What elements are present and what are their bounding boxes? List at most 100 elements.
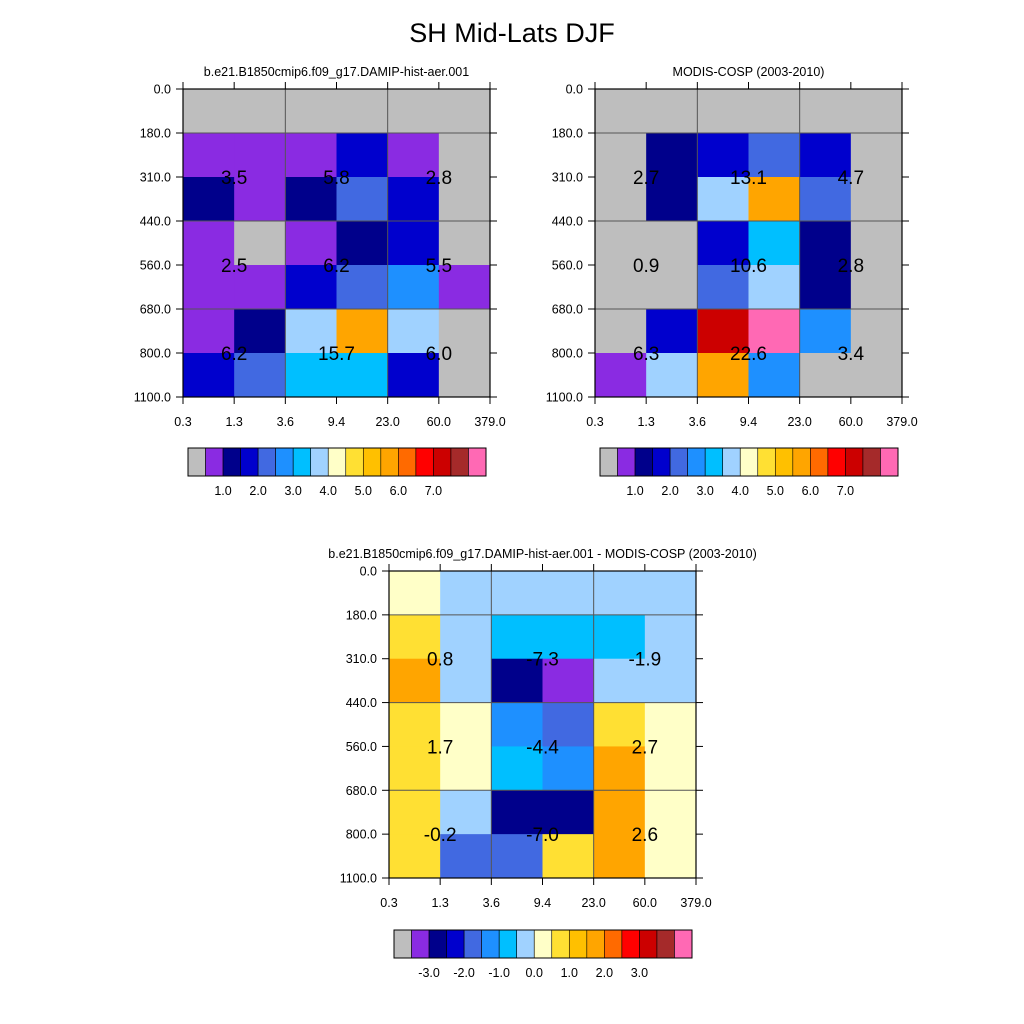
colorbar-swatch — [880, 447, 899, 477]
cell-value-label: -1.9 — [628, 650, 661, 671]
heatmap-cell — [438, 221, 491, 266]
heatmap-cell — [595, 89, 647, 134]
heatmap-cell — [799, 89, 852, 134]
heatmap-cell — [440, 790, 492, 835]
cell-value-label: 6.0 — [426, 344, 452, 365]
heatmap-cell — [389, 790, 441, 835]
heatmap-cell — [336, 309, 389, 354]
colorbar-label: 7.0 — [425, 484, 442, 498]
colorbar-label: 3.0 — [284, 484, 301, 498]
heatmap-cell — [389, 571, 441, 616]
heatmap-cell — [183, 89, 235, 134]
panel-title: b.e21.B1850cmip6.f09_g17.DAMIP-hist-aer.… — [328, 547, 756, 561]
colorbar-swatch — [652, 447, 671, 477]
heatmap-cell — [440, 834, 492, 879]
colorbar-swatch — [827, 447, 846, 477]
heatmap-cell — [850, 309, 903, 354]
heatmap-cell — [646, 265, 698, 310]
heatmap-cell — [646, 89, 698, 134]
y-tick-label: 440.0 — [140, 215, 171, 229]
y-tick-label: 680.0 — [140, 303, 171, 317]
x-tick-label: 0.3 — [380, 896, 397, 910]
cell-value-label: 2.7 — [632, 737, 658, 758]
y-tick-label: 0.0 — [566, 83, 583, 97]
heatmap-cell — [336, 133, 389, 178]
heatmap-cell — [387, 265, 440, 310]
colorbar-frame — [599, 447, 899, 477]
heatmap-cell — [234, 133, 286, 178]
x-tick-label: 1.3 — [431, 896, 448, 910]
colorbar-label: -1.0 — [488, 966, 510, 980]
y-tick-label: 1100.0 — [340, 872, 377, 886]
heatmap-cell — [542, 790, 595, 835]
colorbar-swatch — [722, 447, 741, 477]
heatmap-cell — [491, 614, 543, 660]
colorbar-swatch — [380, 447, 399, 477]
heatmap-cell — [748, 133, 801, 178]
heatmap-cell — [438, 89, 491, 134]
colorbar-label: 4.0 — [732, 484, 749, 498]
colorbar-swatch — [687, 447, 706, 477]
y-tick-label: 560.0 — [552, 259, 583, 273]
heatmap-cell — [438, 353, 491, 398]
heatmap-cell — [234, 177, 286, 222]
colorbar-label: 5.0 — [355, 484, 372, 498]
cell-value-label: 6.3 — [633, 344, 659, 365]
heatmap-panel-3: b.e21.B1850cmip6.f09_g17.DAMIP-hist-aer.… — [328, 547, 756, 980]
colorbar-swatch — [205, 447, 224, 477]
heatmap-cell — [387, 353, 440, 398]
y-tick-label: 310.0 — [346, 652, 377, 666]
colorbar-label: -3.0 — [418, 966, 440, 980]
colorbar-swatch — [639, 929, 658, 959]
cell-value-label: 3.4 — [838, 344, 865, 365]
heatmap-cell — [336, 177, 389, 222]
heatmap-cell — [799, 265, 852, 310]
heatmap-cell — [491, 571, 543, 616]
heatmap-cell — [542, 702, 595, 747]
heatmap-cell — [850, 177, 903, 222]
cell-value-label: -0.2 — [424, 825, 457, 846]
colorbar-swatch — [656, 929, 675, 959]
y-tick-label: 680.0 — [552, 303, 583, 317]
heatmap-cell — [646, 177, 698, 222]
heatmap-cell — [748, 353, 801, 398]
heatmap-cell — [644, 702, 697, 747]
heatmap-cell — [387, 221, 440, 266]
heatmap-cell — [387, 89, 440, 134]
heatmap-cell — [850, 221, 903, 266]
colorbar-label: 3.0 — [696, 484, 713, 498]
x-tick-label: 379.0 — [474, 415, 505, 429]
x-tick-label: 1.3 — [225, 415, 242, 429]
colorbar-swatch — [634, 447, 653, 477]
heatmap-cell — [387, 309, 440, 354]
colorbar-swatch — [398, 447, 417, 477]
cell-value-label: -7.3 — [526, 650, 559, 671]
cell-value-label: 2.8 — [426, 168, 452, 189]
colorbar-swatch — [617, 447, 636, 477]
colorbar-swatch — [669, 447, 688, 477]
colorbar-swatch — [481, 929, 500, 959]
x-tick-label: 379.0 — [680, 896, 711, 910]
colorbar-label: 1.0 — [214, 484, 231, 498]
heatmap-cell — [850, 133, 903, 178]
heatmap-cell — [285, 221, 337, 266]
heatmap-cell — [389, 614, 441, 660]
heatmap-cell — [593, 614, 646, 660]
x-tick-label: 9.4 — [740, 415, 757, 429]
x-tick-label: 60.0 — [839, 415, 863, 429]
x-tick-label: 379.0 — [886, 415, 917, 429]
cell-value-label: -7.0 — [526, 825, 559, 846]
heatmap-cell — [542, 571, 595, 616]
heatmap-cell — [748, 177, 801, 222]
colorbar-swatch — [621, 929, 640, 959]
cell-value-label: 5.8 — [323, 168, 349, 189]
heatmap-cell — [285, 177, 337, 222]
cell-value-label: 3.5 — [221, 168, 247, 189]
colorbar-swatch — [757, 447, 776, 477]
y-tick-label: 440.0 — [346, 696, 377, 710]
colorbar-swatch — [327, 447, 347, 477]
x-tick-label: 9.4 — [328, 415, 345, 429]
heatmap-cell — [644, 746, 697, 791]
colorbar-frame — [187, 447, 487, 477]
colorbar-swatch — [240, 447, 259, 477]
